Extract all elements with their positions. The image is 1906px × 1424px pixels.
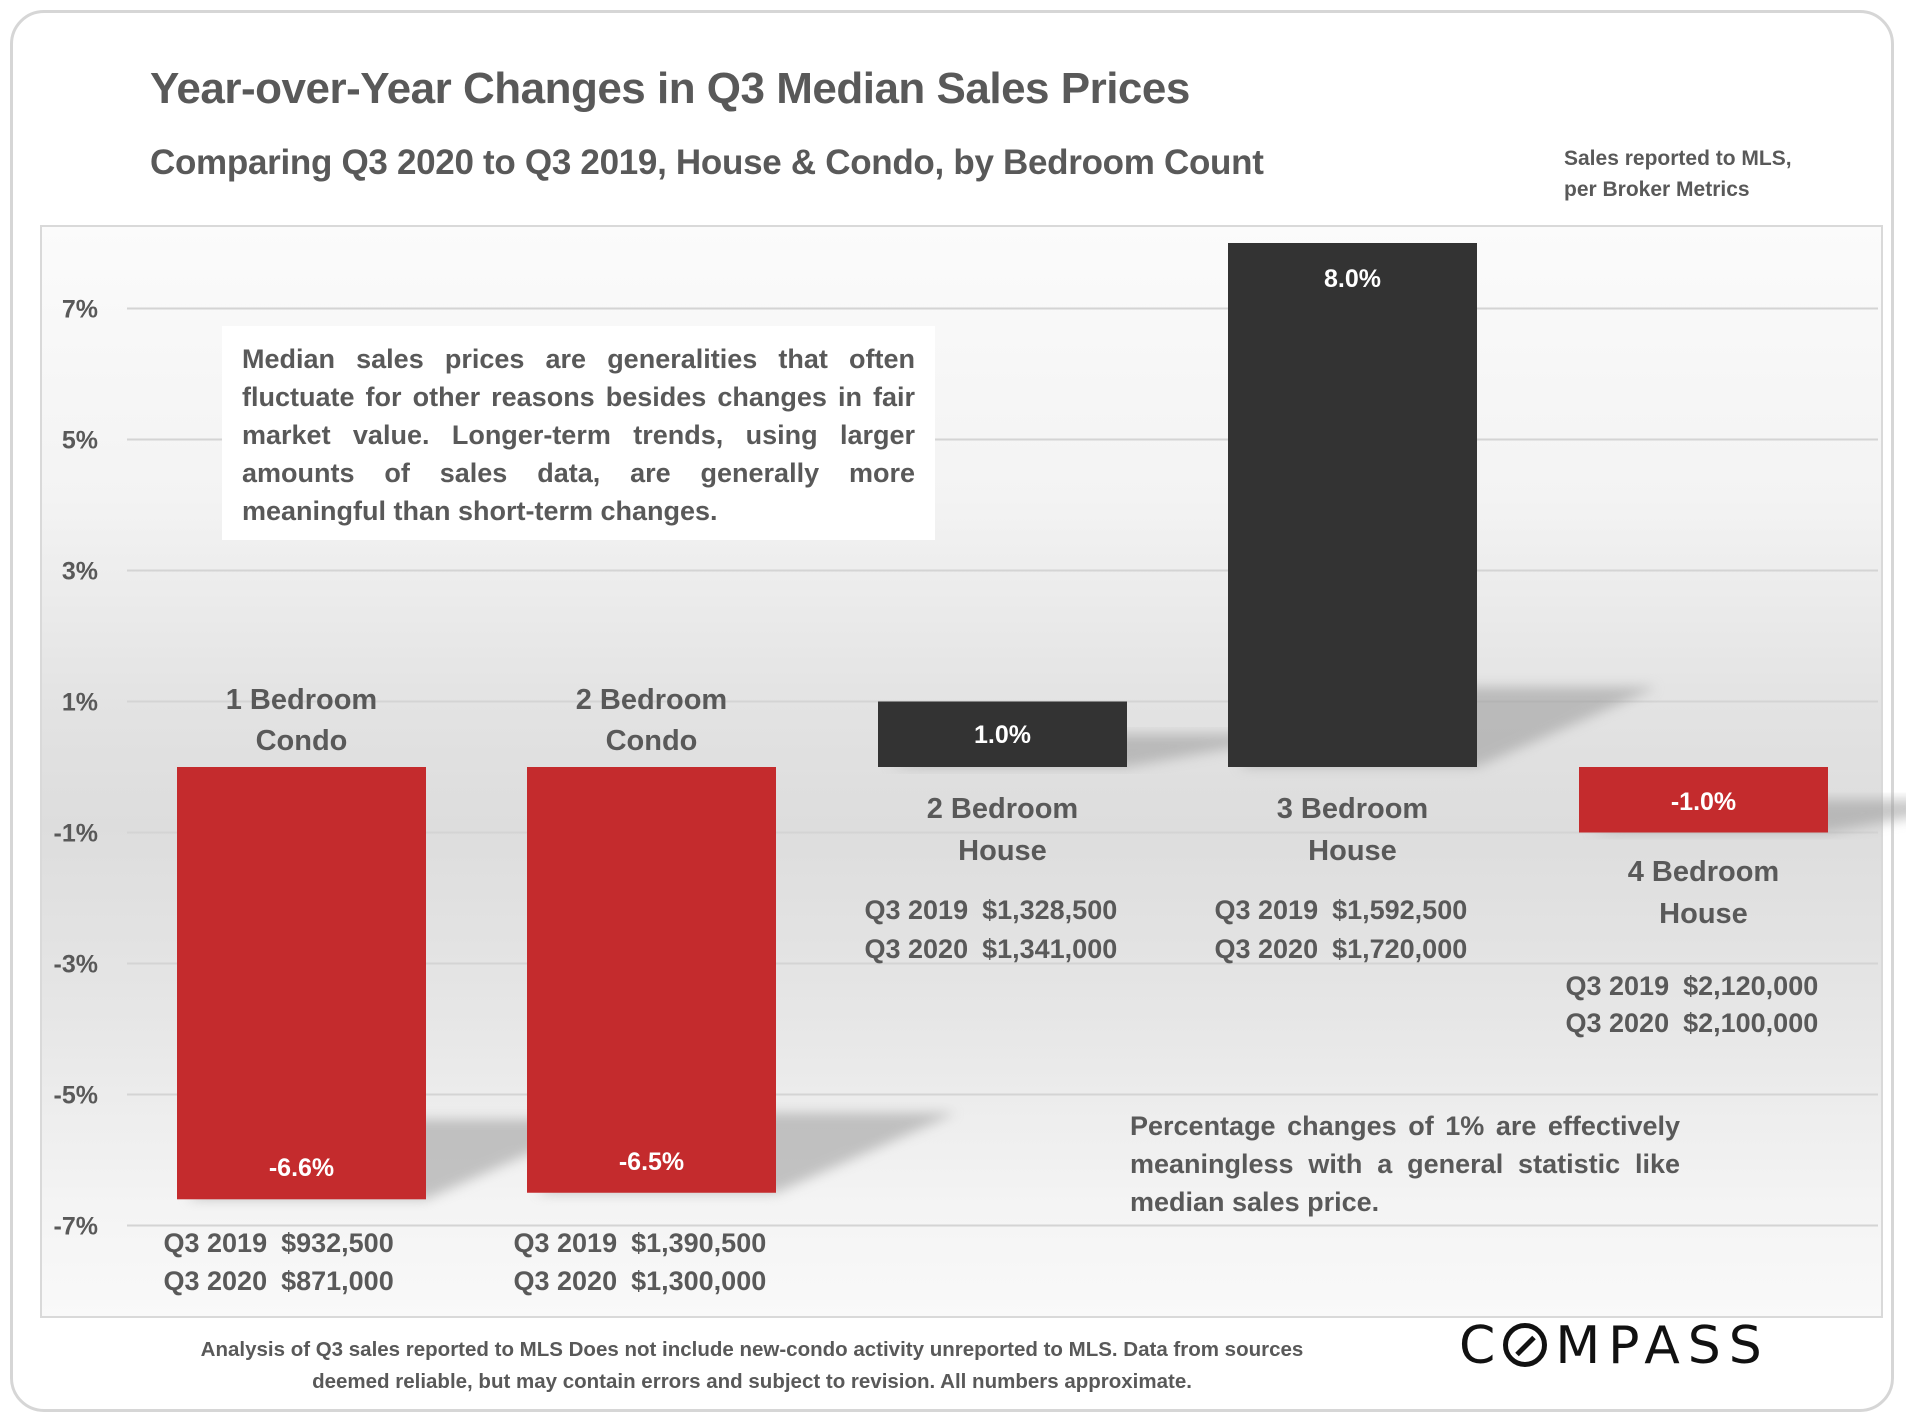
category-label-line2: House	[1308, 835, 1397, 867]
bar	[1579, 767, 1828, 833]
price-row-2019: Q3 2019 $1,592,500	[1215, 895, 1468, 925]
compass-logo: C MPASS	[1459, 1316, 1770, 1376]
price-value-2020: $2,100,000	[1683, 1008, 1818, 1038]
price-period-2019: Q3 2019	[1215, 895, 1319, 925]
bar-value-label: 1.0%	[974, 721, 1031, 749]
category-label-line2: Condo	[606, 725, 698, 757]
footer-disclaimer: Analysis of Q3 sales reported to MLS Doe…	[120, 1334, 1384, 1398]
y-axis: 7% 5% 3% 1% -1% -3% -5% -7%	[54, 296, 98, 1241]
price-value-2019: $1,592,500	[1332, 895, 1467, 925]
y-tick-label: 5%	[62, 427, 98, 455]
logo-text-end: MPASS	[1555, 1316, 1770, 1376]
price-row-2020: Q3 2020 $1,300,000	[514, 1266, 767, 1296]
chart-subtitle: Comparing Q3 2020 to Q3 2019, House & Co…	[150, 143, 1264, 182]
y-tick-label: -3%	[54, 951, 98, 979]
price-period-2019: Q3 2019	[865, 895, 969, 925]
price-value-2020: $1,341,000	[982, 934, 1117, 964]
info-callout: Median sales prices are generalities tha…	[222, 326, 935, 540]
category-label-line1: 2 Bedroom	[927, 793, 1078, 825]
logo-text-start: C	[1459, 1316, 1504, 1376]
bar-value-label: -6.6%	[269, 1154, 334, 1182]
bar-labels: -6.6% 1 Bedroom Condo Q3 2019 $932,500 Q3 202…	[164, 265, 1819, 1296]
bar	[177, 767, 426, 1200]
bar-value-label: -1.0%	[1671, 788, 1736, 816]
price-period-2019: Q3 2019	[164, 1228, 268, 1258]
y-tick-label: -5%	[54, 1082, 98, 1110]
percentage-note: Percentage changes of 1% are effectively…	[1130, 1111, 1680, 1217]
price-value-2020: $1,300,000	[631, 1266, 766, 1296]
price-row-2020: Q3 2020 $871,000	[164, 1266, 394, 1296]
price-row-2020: Q3 2020 $1,720,000	[1215, 934, 1468, 964]
price-row-2019: Q3 2019 $1,390,500	[514, 1228, 767, 1258]
y-tick-label: 7%	[62, 296, 98, 324]
category-label-line2: House	[958, 835, 1047, 867]
price-row-2019: Q3 2019 $932,500	[164, 1228, 394, 1258]
category-label-line1: 4 Bedroom	[1628, 856, 1779, 888]
footer-line2: deemed reliable, but may contain errors …	[312, 1370, 1192, 1393]
bar	[527, 767, 776, 1193]
bars	[177, 243, 1828, 1200]
bar-value-label: -6.5%	[619, 1148, 684, 1176]
price-period-2020: Q3 2020	[1215, 934, 1319, 964]
source-note: Sales reported to MLS, per Broker Metric…	[1564, 143, 1792, 205]
price-value-2020: $871,000	[281, 1266, 394, 1296]
price-row-2020: Q3 2020 $1,341,000	[865, 934, 1118, 964]
category-label-line2: Condo	[256, 725, 348, 757]
footer-line1: Analysis of Q3 sales reported to MLS Doe…	[200, 1338, 1304, 1361]
source-note-line2: per Broker Metrics	[1564, 178, 1750, 201]
price-period-2020: Q3 2020	[865, 934, 969, 964]
price-period-2019: Q3 2019	[1566, 971, 1670, 1001]
price-period-2020: Q3 2020	[164, 1266, 268, 1296]
y-tick-label: 3%	[62, 558, 98, 586]
bar	[1228, 243, 1477, 767]
price-period-2020: Q3 2020	[1566, 1008, 1670, 1038]
chart-title: Year-over-Year Changes in Q3 Median Sale…	[150, 64, 1190, 113]
price-value-2019: $1,390,500	[631, 1228, 766, 1258]
source-note-line1: Sales reported to MLS,	[1564, 147, 1792, 170]
category-label-line1: 1 Bedroom	[226, 684, 377, 716]
price-value-2019: $2,120,000	[1683, 971, 1818, 1001]
price-value-2020: $1,720,000	[1332, 934, 1467, 964]
bar	[878, 701, 1127, 767]
category-label-line2: House	[1659, 898, 1748, 930]
price-row-2020: Q3 2020 $2,100,000	[1566, 1008, 1819, 1038]
price-value-2019: $932,500	[281, 1228, 394, 1258]
y-tick-label: -7%	[54, 1213, 98, 1241]
price-row-2019: Q3 2019 $1,328,500	[865, 895, 1118, 925]
y-tick-label: 1%	[62, 689, 98, 717]
price-period-2020: Q3 2020	[514, 1266, 618, 1296]
price-row-2019: Q3 2019 $2,120,000	[1566, 971, 1819, 1001]
category-label-line1: 3 Bedroom	[1277, 793, 1428, 825]
price-period-2019: Q3 2019	[514, 1228, 618, 1258]
y-tick-label: -1%	[54, 820, 98, 848]
price-value-2019: $1,328,500	[982, 895, 1117, 925]
category-label-line1: 2 Bedroom	[576, 684, 727, 716]
compass-o-icon	[1503, 1323, 1548, 1367]
bar-value-label: 8.0%	[1324, 265, 1381, 293]
